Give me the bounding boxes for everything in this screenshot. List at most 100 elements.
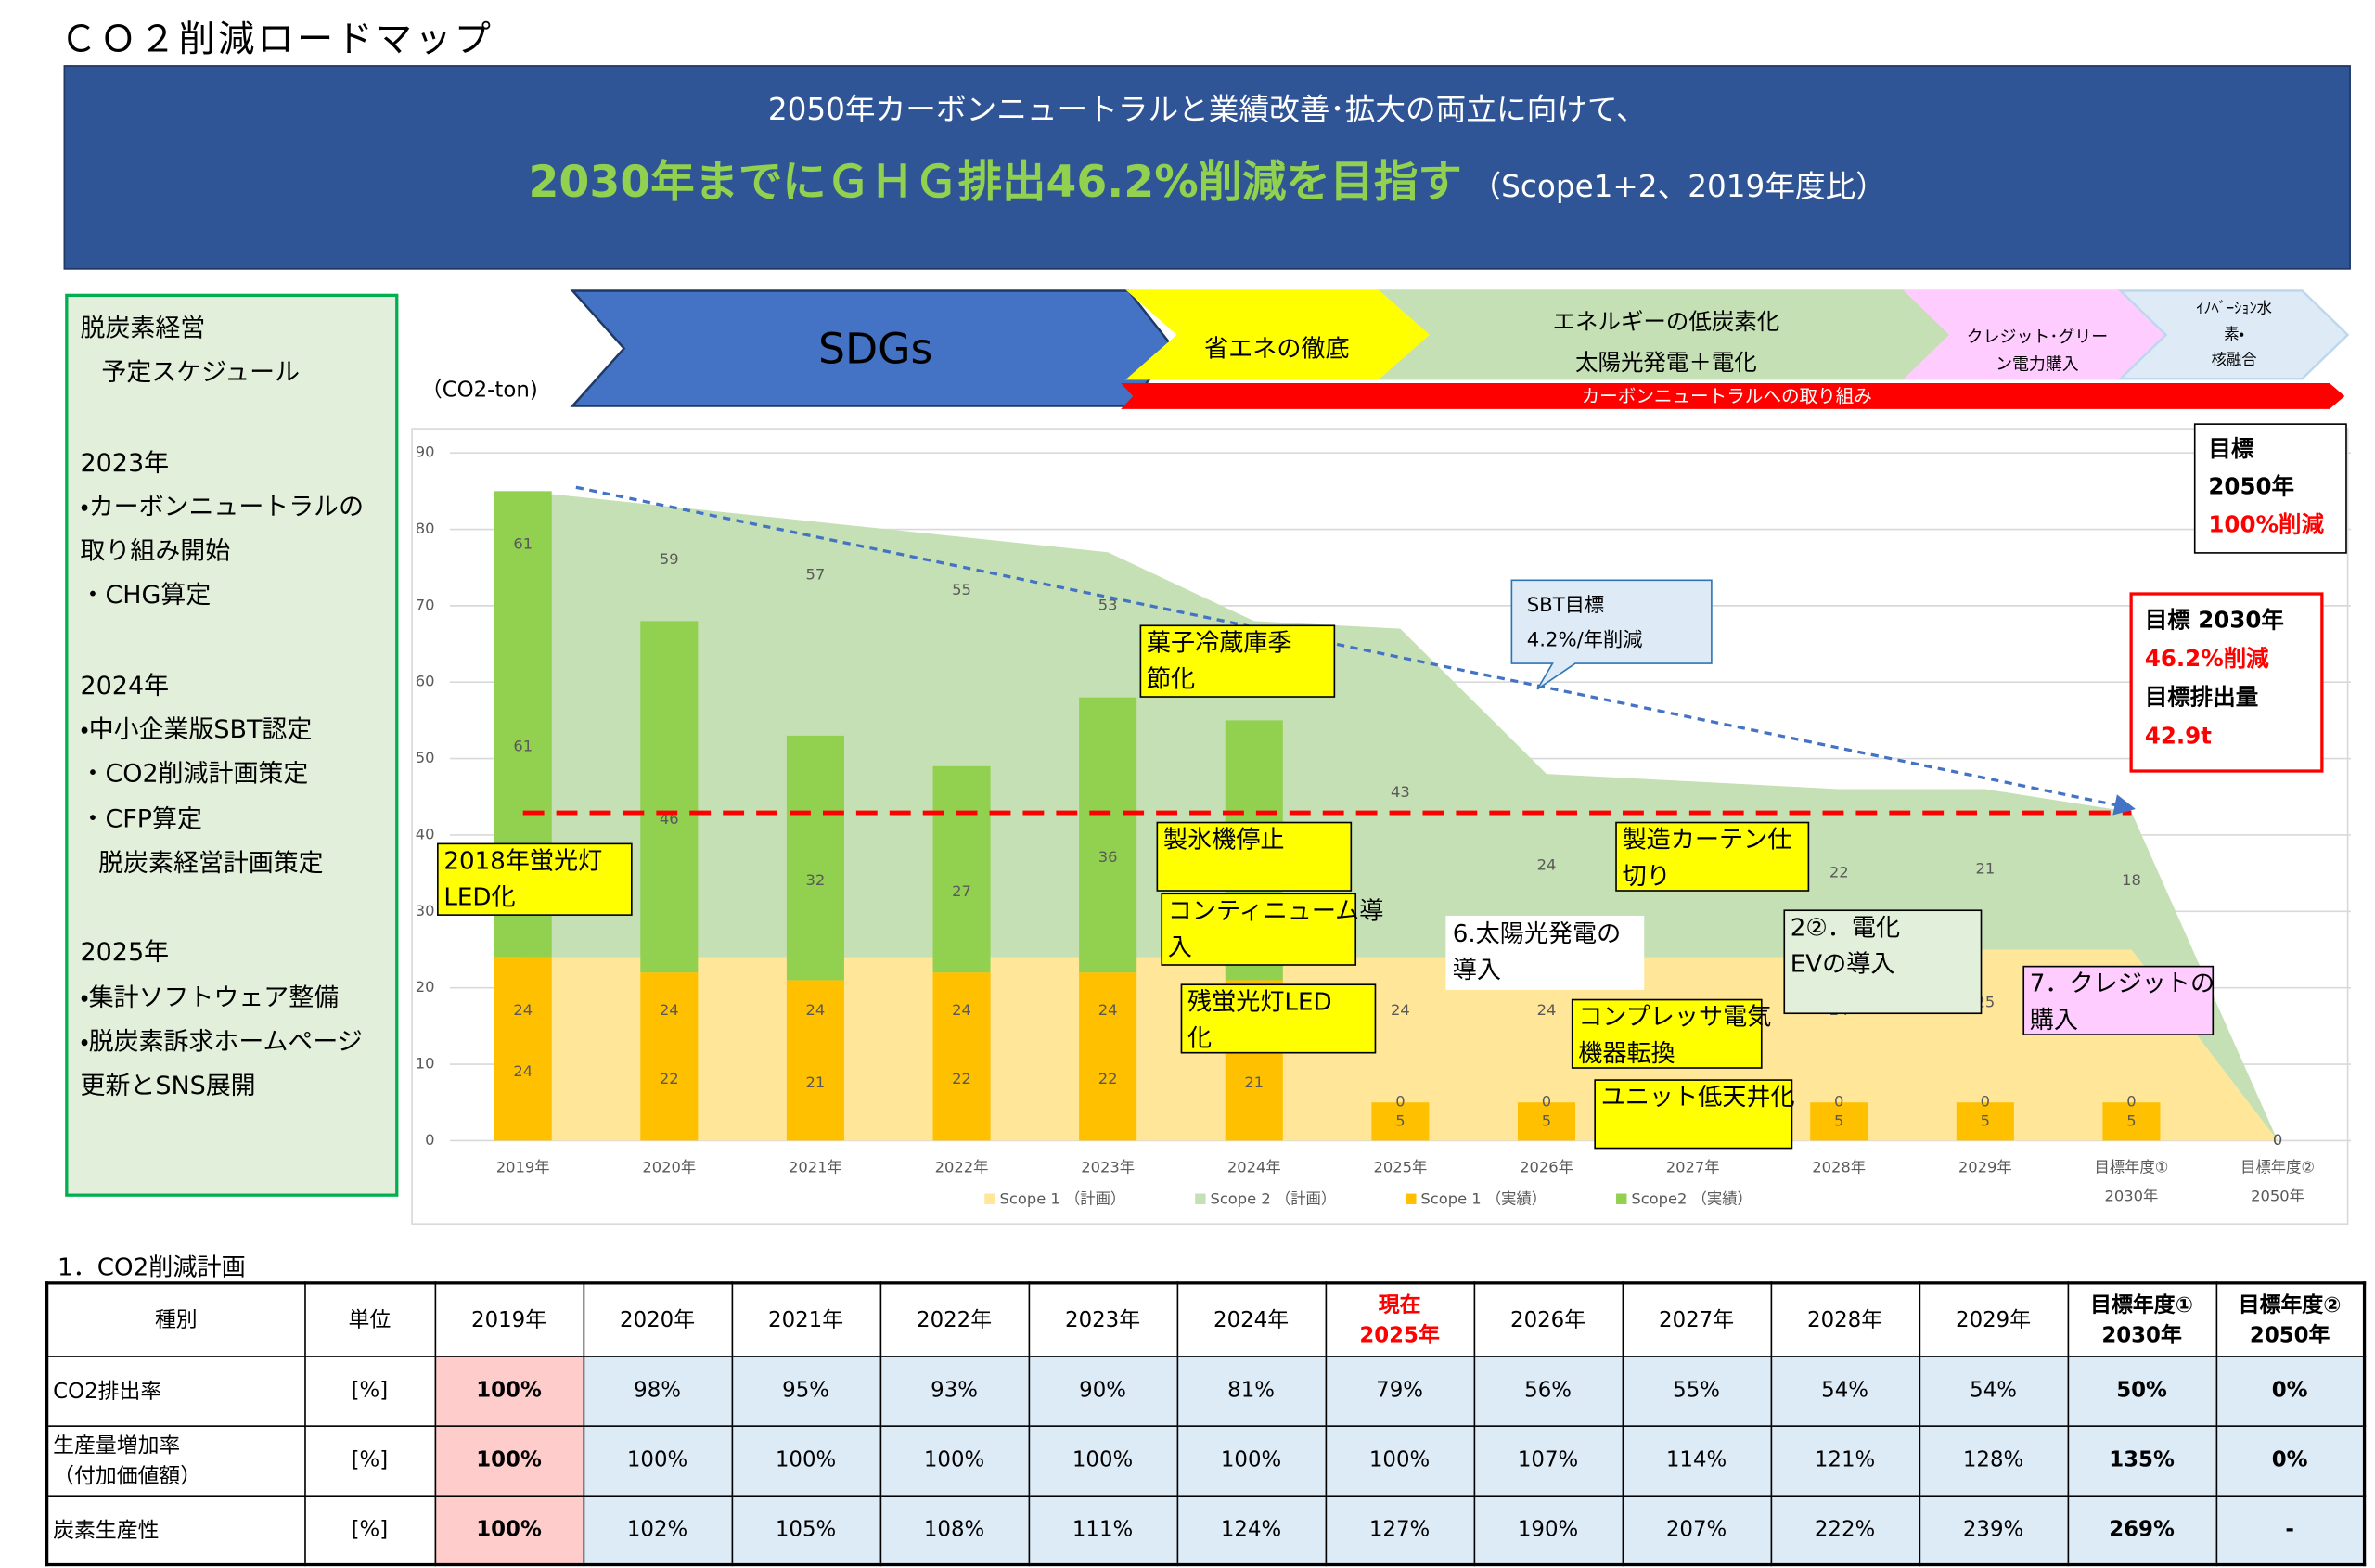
callout-text: SBT目標: [1527, 594, 1604, 617]
banner-note: （Scope1+2、2019年度比）: [1470, 168, 1886, 205]
x-tick-sublabel: 2030年: [2105, 1187, 2159, 1204]
value-label: 21: [1244, 1073, 1264, 1091]
y-tick-label: 20: [416, 978, 435, 996]
annotation-box: [1445, 915, 1645, 990]
sbt-line: [575, 485, 2136, 816]
sidebar-title: 予定スケジュール: [101, 357, 301, 387]
annotation-box: [1594, 1079, 1793, 1150]
value-cell: 105%: [730, 1494, 881, 1566]
value-label: 24: [513, 1062, 533, 1080]
annotation-box: [437, 842, 633, 916]
value-cell: 95%: [730, 1355, 881, 1427]
annotation-box: [1783, 909, 1983, 1015]
value-label: 59: [660, 550, 679, 568]
annotation-text: 6.太陽光発電の: [1453, 920, 1622, 948]
value-label: 24: [1098, 1001, 1118, 1019]
header-cell: 2019年: [433, 1282, 584, 1357]
value-cell: 100%: [433, 1355, 584, 1427]
x-tick-label: 目標年度①: [2095, 1158, 2169, 1176]
value-label: 5: [1981, 1112, 1990, 1129]
annotation-text: 節化: [1147, 666, 1195, 694]
value-cell: 90%: [1027, 1355, 1178, 1427]
value-label: 24: [1391, 1001, 1410, 1019]
value-cell: 100%: [582, 1424, 733, 1497]
value-cell: 128%: [1918, 1424, 2069, 1497]
annotation-text: 導入: [1453, 957, 1501, 984]
bar: [640, 972, 699, 1141]
roadmap-arrow-label: カーボンニュートラルへの取り組み: [1582, 385, 1872, 406]
sidebar-item: ・集計ソフトウェア整備: [80, 982, 340, 1011]
x-tick-label: 2023年: [1081, 1158, 1135, 1176]
value-label: 22: [660, 1070, 679, 1087]
annotation-box: [1615, 821, 1810, 892]
x-tick-label: 2019年: [496, 1158, 550, 1176]
sidebar-year: 2023年: [80, 447, 170, 477]
header-cell: 2022年: [879, 1282, 1030, 1357]
header-text: 単位: [348, 1309, 392, 1334]
target-text: 目標 2030年: [2145, 606, 2284, 633]
value-label: 55: [952, 581, 971, 598]
value-label: 0: [1395, 1093, 1405, 1111]
value-label: 5: [1542, 1112, 1551, 1129]
annotation-text: LED化: [443, 884, 515, 912]
annotation-text: 購入: [2030, 1007, 2078, 1035]
value-cell: 207%: [1621, 1494, 1772, 1566]
sidebar-year: 2025年: [80, 938, 170, 968]
value-cell: 190%: [1472, 1494, 1624, 1566]
unit-cell: [%]: [303, 1424, 436, 1497]
header-cell: 2020年: [582, 1282, 733, 1357]
phase-label: ｲﾉﾍﾞｰｼｮﾝ水: [2196, 300, 2272, 317]
header-row: 種別 単位 2019年 2020年 2021年 2022年 2023年 2024年 現在 2025…: [45, 1282, 2366, 1357]
header-cell: 種別: [45, 1282, 305, 1357]
header-text: 2027年: [1659, 1309, 1735, 1334]
bar: [1810, 1102, 1868, 1141]
x-tick-label: 2027年: [1666, 1158, 1720, 1176]
row-label: 生産量増加率 （付加価値額）: [45, 1424, 305, 1497]
phase-label: 核融合: [2212, 351, 2257, 368]
header-text: 2025年: [1359, 1324, 1440, 1349]
value-label: 43: [1391, 783, 1410, 801]
value-label: 61: [513, 534, 533, 552]
bar: [1956, 1102, 2014, 1141]
legend-swatch: [1195, 1193, 1206, 1204]
header-text: 2028年: [1807, 1309, 1883, 1334]
annotation-text: 菓子冷蔵庫季: [1147, 629, 1292, 657]
value-label: 0: [1981, 1093, 1990, 1111]
annotation-text: ユニット低天井化: [1601, 1084, 1795, 1112]
annotation-text: 化: [1188, 1024, 1212, 1052]
value-cell: 269%: [2066, 1494, 2217, 1566]
header-cell: 2028年: [1769, 1282, 1920, 1357]
value-cell: 81%: [1175, 1355, 1327, 1427]
y-unit: （CO2-ton): [421, 379, 538, 403]
y-tick-label: 70: [416, 596, 435, 613]
value-cell: 93%: [879, 1355, 1030, 1427]
value-label: 24: [660, 1001, 679, 1019]
x-tick-label: 2026年: [1520, 1158, 1573, 1176]
row-label-text: 生産量増加率: [53, 1434, 181, 1459]
value-cell: 102%: [582, 1494, 733, 1566]
row-label: 炭素生産性: [45, 1494, 305, 1566]
annotation-text: 機器転換: [1578, 1040, 1675, 1068]
annotation-box: [1161, 893, 1357, 966]
value-label: 27: [952, 882, 971, 900]
annotation-box: [1156, 821, 1353, 892]
header-text: 現在: [1378, 1293, 1421, 1318]
sidebar-item: 脱炭素経営計画策定: [98, 848, 324, 878]
header-text: 2030年: [2101, 1324, 2182, 1349]
annotation-text: 2②．電化: [1791, 914, 1900, 942]
value-cell: 50%: [2066, 1355, 2217, 1427]
value-cell: 108%: [879, 1494, 1030, 1566]
value-label: 24: [1537, 855, 1557, 873]
target-text: 100%削減: [2208, 511, 2324, 538]
value-label: 22: [1098, 1070, 1118, 1087]
value-cell: 222%: [1769, 1494, 1920, 1566]
banner-headline-row: 2030年までにＧＨＧ排出46.2%削減を目指す （Scope1+2、2019年度…: [65, 147, 2349, 211]
value-cell: 121%: [1769, 1424, 1920, 1497]
value-label: 57: [806, 565, 826, 583]
value-cell: 55%: [1621, 1355, 1772, 1427]
x-tick-label: 2024年: [1227, 1158, 1281, 1176]
x-tick-label: 2022年: [935, 1158, 989, 1176]
phase-chevron: [2117, 289, 2350, 380]
target-text: 42.9t: [2145, 722, 2212, 749]
phase-label: エネルギーの低炭素化: [1553, 308, 1780, 335]
